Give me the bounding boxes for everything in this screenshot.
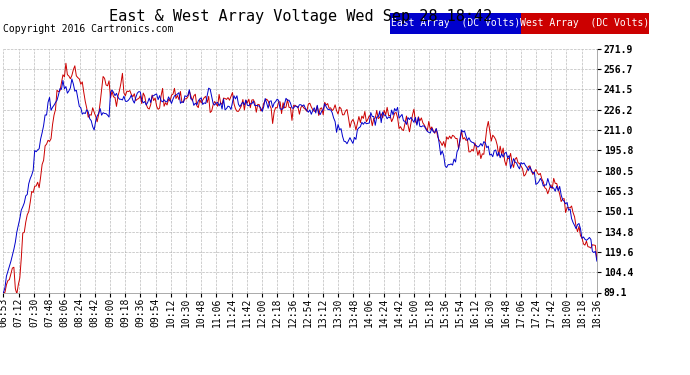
- Text: East & West Array Voltage Wed Sep 28 18:42: East & West Array Voltage Wed Sep 28 18:…: [108, 9, 492, 24]
- Text: Copyright 2016 Cartronics.com: Copyright 2016 Cartronics.com: [3, 24, 174, 34]
- Text: East Array  (DC Volts): East Array (DC Volts): [391, 18, 520, 28]
- Text: West Array  (DC Volts): West Array (DC Volts): [520, 18, 649, 28]
